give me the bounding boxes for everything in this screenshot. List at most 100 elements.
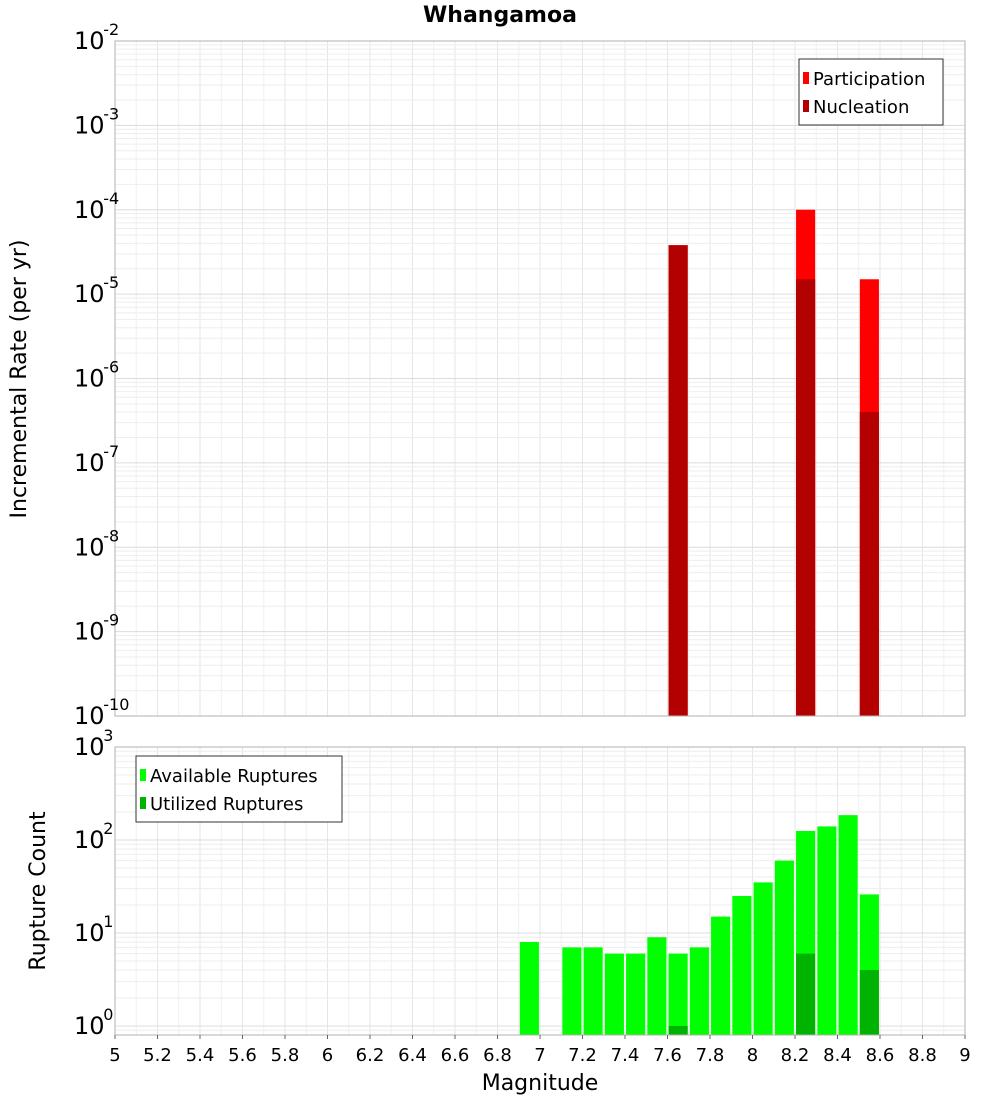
y-tick-base: 10 bbox=[74, 533, 105, 561]
x-tick-label: 7.6 bbox=[653, 1045, 682, 1066]
x-tick-label: 5 bbox=[109, 1045, 120, 1066]
y-tick-base: 10 bbox=[74, 733, 105, 761]
legend-box bbox=[135, 755, 343, 823]
count-primary-bar bbox=[519, 942, 539, 1035]
rate-gridlines bbox=[114, 40, 966, 717]
count-bars bbox=[519, 815, 879, 1035]
x-tick-label: 7 bbox=[534, 1045, 545, 1066]
y-tick-label: 10-9 bbox=[74, 611, 119, 646]
count-secondary-bar bbox=[796, 953, 816, 1035]
y-tick-exponent: -4 bbox=[103, 189, 119, 208]
y-tick-base: 10 bbox=[74, 919, 105, 947]
count-primary-bar bbox=[689, 947, 709, 1035]
x-tick-labels: 5 5.2 5.4 5.6 5.8 6 6.2 6.4 6.6 6.8 7 7.2 7.4 7.6 7.8 8… bbox=[109, 1035, 971, 1066]
y-tick-label: 10-5 bbox=[74, 273, 119, 308]
count-primary-bar bbox=[626, 953, 646, 1035]
y-tick-label: 10-6 bbox=[74, 358, 119, 393]
legend-swatch bbox=[140, 769, 146, 781]
y-tick-exponent: 1 bbox=[103, 912, 113, 931]
y-tick-base: 10 bbox=[74, 111, 105, 139]
legend-swatch bbox=[140, 797, 146, 809]
count-primary-bar bbox=[668, 953, 688, 1035]
y-tick-exponent: 0 bbox=[103, 1005, 113, 1024]
y-tick-base: 10 bbox=[74, 449, 105, 477]
y-tick-exponent: 2 bbox=[103, 819, 113, 838]
y-tick-label: 103 bbox=[74, 726, 113, 761]
count-primary-bar bbox=[817, 826, 837, 1035]
y-tick-exponent: -3 bbox=[103, 104, 119, 123]
count-primary-bar bbox=[604, 953, 624, 1035]
x-tick-label: 5.2 bbox=[143, 1045, 172, 1066]
x-tick-label: 6.4 bbox=[398, 1045, 427, 1066]
x-tick-label: 6.8 bbox=[483, 1045, 512, 1066]
x-axis-label: Magnitude bbox=[482, 1071, 599, 1096]
y-tick-exponent: -5 bbox=[103, 273, 119, 292]
y-tick-exponent: -2 bbox=[103, 20, 119, 39]
rate-legend: Participation Nucleation bbox=[798, 58, 944, 126]
x-tick-label: 7.4 bbox=[611, 1045, 640, 1066]
x-tick-label: 6.6 bbox=[441, 1045, 470, 1066]
legend-box bbox=[798, 58, 944, 126]
y-tick-label: 10-7 bbox=[74, 442, 119, 477]
legend-label: Participation bbox=[813, 69, 925, 90]
y-tick-base: 10 bbox=[74, 1012, 105, 1040]
y-tick-base: 10 bbox=[74, 365, 105, 393]
x-tick-label: 5.6 bbox=[228, 1045, 257, 1066]
rate-secondary-bar bbox=[668, 245, 688, 717]
y-tick-exponent: -9 bbox=[103, 611, 119, 630]
y-tick-exponent: -6 bbox=[103, 358, 119, 377]
y-tick-label: 10-8 bbox=[74, 526, 119, 561]
y-tick-base: 10 bbox=[74, 280, 105, 308]
x-tick-label: 5.4 bbox=[186, 1045, 215, 1066]
y-tick-exponent: 3 bbox=[103, 726, 113, 745]
y-tick-base: 10 bbox=[74, 702, 105, 730]
legend-swatch bbox=[803, 100, 809, 112]
y-tick-base: 10 bbox=[74, 27, 105, 55]
count-primary-bar bbox=[647, 937, 667, 1035]
y-tick-base: 10 bbox=[74, 826, 105, 854]
y-tick-label: 10-4 bbox=[74, 189, 119, 224]
x-tick-label: 6.2 bbox=[356, 1045, 385, 1066]
rate-secondary-bar bbox=[796, 279, 816, 716]
x-tick-label: 7.8 bbox=[696, 1045, 725, 1066]
x-tick-label: 5.8 bbox=[271, 1045, 300, 1066]
legend-label: Available Ruptures bbox=[150, 766, 318, 787]
y-tick-exponent: -10 bbox=[103, 695, 129, 714]
y-tick-exponent: -8 bbox=[103, 526, 119, 545]
count-primary-bar bbox=[583, 947, 603, 1035]
x-tick-label: 8.8 bbox=[908, 1045, 937, 1066]
count-primary-bar bbox=[753, 882, 773, 1035]
y-tick-label: 101 bbox=[74, 912, 113, 947]
y-tick-label: 10-10 bbox=[74, 695, 129, 730]
y-tick-label: 10-2 bbox=[74, 20, 119, 55]
rate-secondary-bar bbox=[859, 412, 879, 716]
count-secondary-bar bbox=[859, 969, 879, 1035]
x-tick-label: 9 bbox=[959, 1045, 970, 1066]
y-tick-label: 10-3 bbox=[74, 104, 119, 139]
y-tick-base: 10 bbox=[74, 196, 105, 224]
chart-title: Whangamoa bbox=[423, 3, 577, 28]
x-tick-label: 8.4 bbox=[823, 1045, 852, 1066]
y-tick-label: 102 bbox=[74, 819, 113, 854]
count-primary-bar bbox=[838, 815, 858, 1035]
count-primary-bar bbox=[774, 860, 794, 1035]
rate-plot-frame bbox=[114, 40, 966, 717]
x-tick-label: 7.2 bbox=[568, 1045, 597, 1066]
x-tick-label: 6 bbox=[322, 1045, 333, 1066]
legend-label: Nucleation bbox=[813, 97, 909, 118]
rate-y-axis-label: Incremental Rate (per yr) bbox=[7, 240, 32, 519]
y-tick-base: 10 bbox=[74, 618, 105, 646]
count-primary-bar bbox=[711, 916, 731, 1035]
x-tick-label: 8.6 bbox=[866, 1045, 895, 1066]
y-tick-exponent: -7 bbox=[103, 442, 119, 461]
count-y-axis-label: Rupture Count bbox=[26, 811, 51, 971]
count-primary-bar bbox=[732, 895, 752, 1035]
count-secondary-bar bbox=[668, 1025, 688, 1035]
x-tick-label: 8 bbox=[747, 1045, 758, 1066]
count-primary-bar bbox=[562, 947, 582, 1035]
